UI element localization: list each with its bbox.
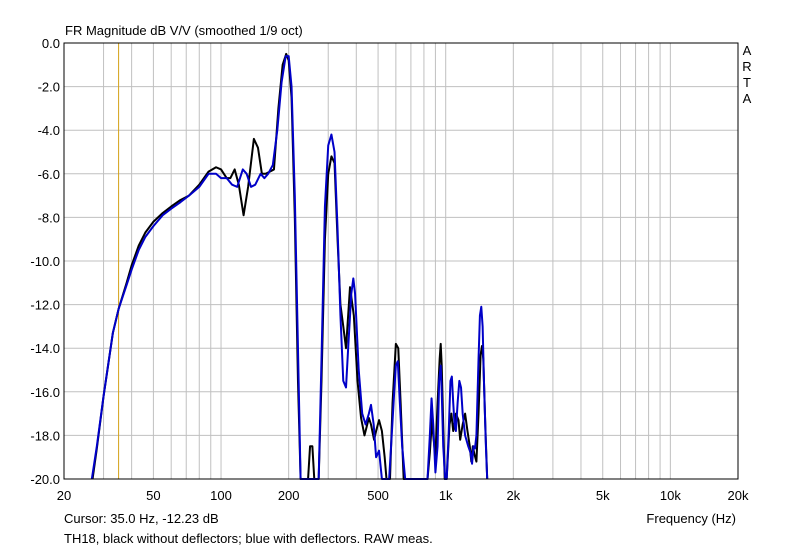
y-tick-label: -20.0 xyxy=(30,472,60,487)
y-tick-label: -16.0 xyxy=(30,385,60,400)
arta-letter: R xyxy=(742,59,751,74)
y-tick-label: -14.0 xyxy=(30,341,60,356)
arta-letter: A xyxy=(743,43,752,58)
x-tick-label: 50 xyxy=(146,488,160,503)
series-group xyxy=(90,52,489,480)
plot-grid xyxy=(64,43,738,479)
arta-letter: T xyxy=(743,75,751,90)
x-tick-label: 2k xyxy=(506,488,520,503)
y-tick-label: -12.0 xyxy=(30,298,60,313)
x-tick-label: 5k xyxy=(596,488,610,503)
x-tick-label: 500 xyxy=(367,488,389,503)
x-tick-label: 100 xyxy=(210,488,232,503)
x-tick-label: 10k xyxy=(660,488,681,503)
x-axis-label: Frequency (Hz) xyxy=(646,511,736,526)
cursor-readout: Cursor: 35.0 Hz, -12.23 dB xyxy=(64,511,219,526)
series-line-1 xyxy=(91,52,489,480)
x-axis-tick-labels: 20 50 100 200 500 1k 2k 5k 10k 20k xyxy=(57,488,749,503)
y-tick-label: -2.0 xyxy=(38,80,60,95)
caption: TH18, black without deflectors; blue wit… xyxy=(64,531,433,546)
y-tick-label: -18.0 xyxy=(30,428,60,443)
x-tick-label: 200 xyxy=(278,488,300,503)
y-axis-tick-labels: 0.0 -2.0 -4.0 -6.0 -8.0 -10.0 -12.0 -14.0 -16.0 -… xyxy=(30,36,60,487)
y-tick-label: -6.0 xyxy=(38,167,60,182)
plot-frame xyxy=(63,42,739,480)
series-line-2 xyxy=(90,55,489,480)
y-tick-label: -10.0 xyxy=(30,254,60,269)
arta-letter: A xyxy=(743,91,752,106)
x-tick-label: 20k xyxy=(728,488,749,503)
x-tick-label: 1k xyxy=(439,488,453,503)
y-tick-label: -4.0 xyxy=(38,123,60,138)
y-tick-label: -8.0 xyxy=(38,210,60,225)
y-tick-label: 0.0 xyxy=(42,36,60,51)
x-tick-label: 20 xyxy=(57,488,71,503)
chart-title: FR Magnitude dB V/V (smoothed 1/9 oct) xyxy=(65,23,303,38)
